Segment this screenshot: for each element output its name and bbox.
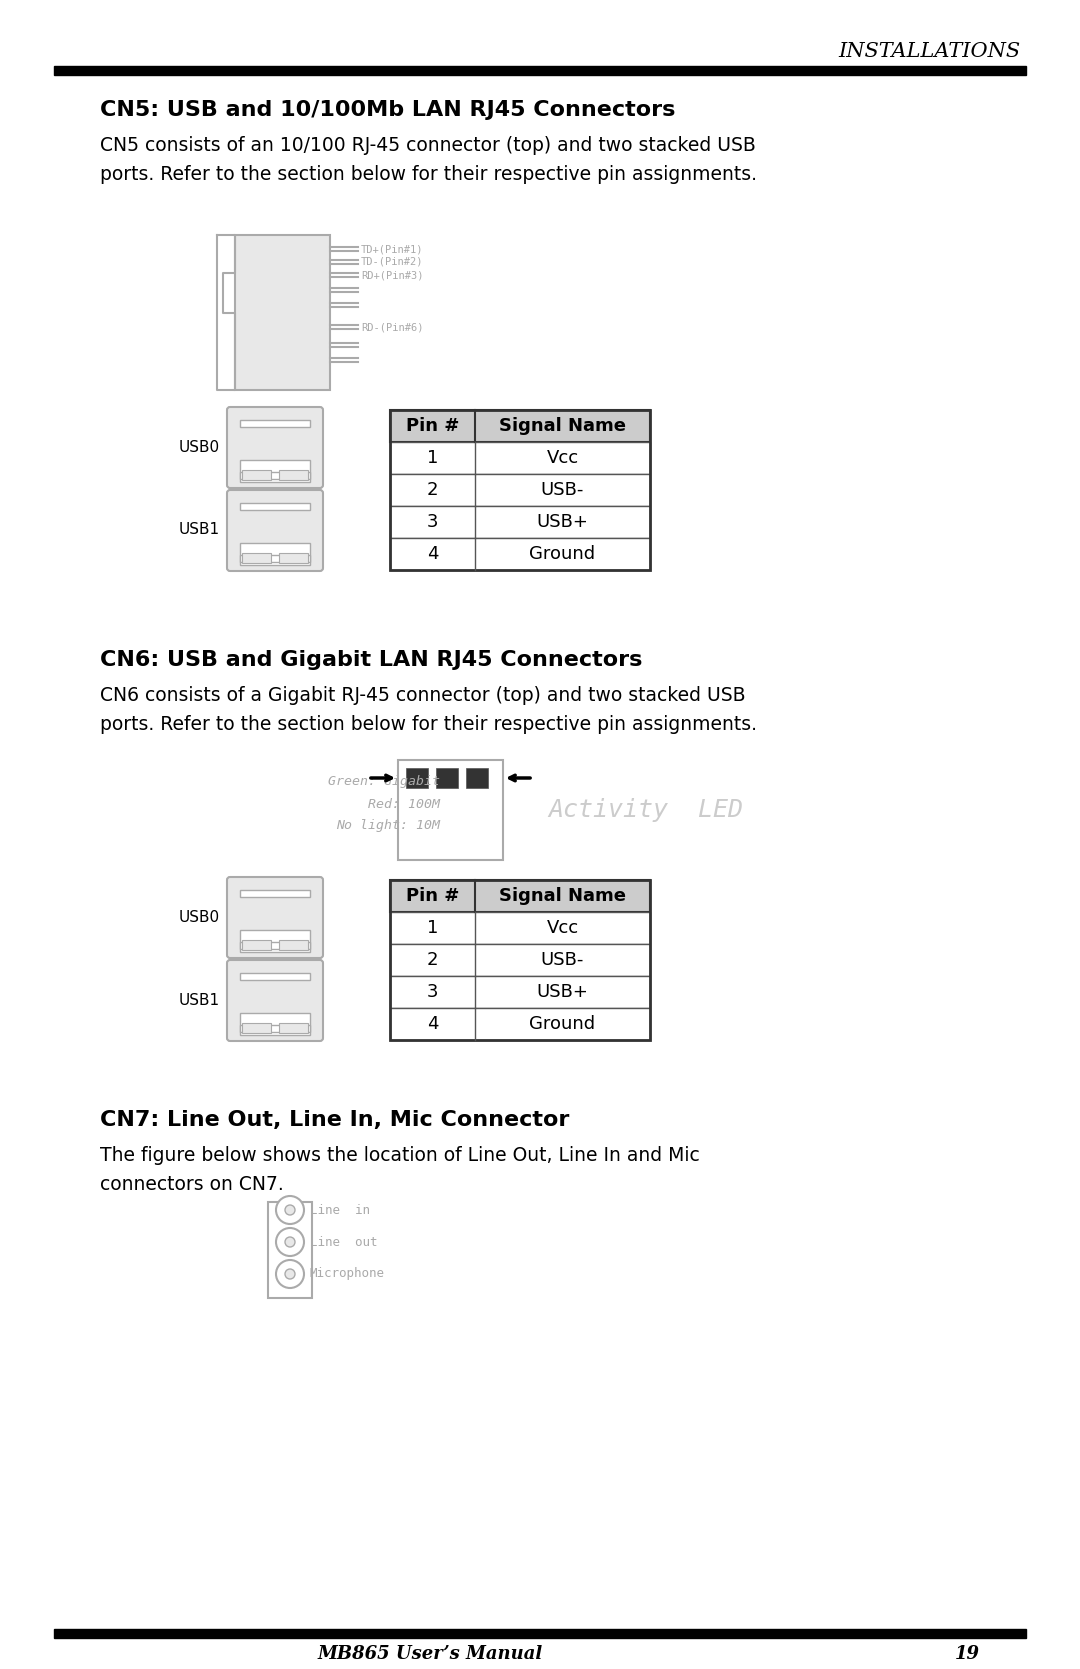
Bar	[390, 976, 650, 1008]
Text: USB+: USB+	[537, 512, 589, 531]
Bar	[242, 552, 271, 562]
Circle shape	[276, 1197, 303, 1223]
Text: USB-: USB-	[541, 481, 584, 499]
Text: INSTALLATIONS: INSTALLATIONS	[838, 42, 1020, 62]
Text: 3: 3	[427, 983, 438, 1001]
Text: The figure below shows the location of Line Out, Line In and Mic
connectors on C: The figure below shows the location of L…	[100, 1147, 700, 1193]
Bar	[240, 461, 310, 482]
FancyBboxPatch shape	[227, 491, 323, 571]
Text: Red: 100M: Red: 100M	[345, 798, 440, 811]
Text: USB0: USB0	[179, 910, 220, 925]
Text: Green: Gigabit: Green: Gigabit	[328, 776, 440, 788]
Bar	[399, 759, 503, 860]
Bar	[390, 411, 650, 571]
Text: Vcc: Vcc	[546, 449, 579, 467]
Bar	[240, 1013, 310, 1035]
Bar	[279, 940, 308, 950]
Text: 4: 4	[427, 546, 438, 562]
FancyBboxPatch shape	[227, 407, 323, 487]
Text: TD-(Pin#2): TD-(Pin#2)	[361, 257, 423, 267]
Bar	[406, 768, 428, 788]
Text: No light: 10M: No light: 10M	[336, 819, 440, 833]
FancyBboxPatch shape	[227, 876, 323, 958]
Text: Pin #: Pin #	[406, 886, 459, 905]
Text: USB1: USB1	[179, 993, 220, 1008]
Bar	[240, 542, 310, 566]
Text: CN6 consists of a Gigabit RJ-45 connector (top) and two stacked USB
ports. Refer: CN6 consists of a Gigabit RJ-45 connecto…	[100, 686, 757, 734]
Bar	[436, 768, 458, 788]
Bar	[390, 537, 650, 571]
Text: 2: 2	[427, 481, 438, 499]
Bar	[54, 67, 1026, 75]
Bar	[465, 768, 488, 788]
Text: USB0: USB0	[179, 439, 220, 454]
Circle shape	[285, 1237, 295, 1247]
Text: USB-: USB-	[541, 951, 584, 970]
Text: Ground: Ground	[529, 1015, 595, 1033]
Bar	[240, 421, 310, 427]
Bar	[54, 1629, 1026, 1637]
Text: RD-(Pin#6): RD-(Pin#6)	[361, 322, 423, 332]
Bar	[390, 442, 650, 474]
Text: MB865 User’s Manual: MB865 User’s Manual	[318, 1646, 542, 1662]
Text: 4: 4	[427, 1015, 438, 1033]
Text: Signal Name: Signal Name	[499, 417, 626, 436]
Bar	[235, 235, 330, 391]
Bar	[240, 472, 310, 479]
Circle shape	[285, 1268, 295, 1278]
Text: 3: 3	[427, 512, 438, 531]
Text: Microphone: Microphone	[310, 1267, 384, 1280]
FancyBboxPatch shape	[227, 960, 323, 1041]
Bar	[279, 1023, 308, 1033]
Text: Ground: Ground	[529, 546, 595, 562]
Circle shape	[285, 1205, 295, 1215]
Text: 19: 19	[955, 1646, 980, 1662]
Text: CN5: USB and 10/100Mb LAN RJ45 Connectors: CN5: USB and 10/100Mb LAN RJ45 Connector…	[100, 100, 675, 120]
Text: Signal Name: Signal Name	[499, 886, 626, 905]
Bar	[279, 552, 308, 562]
Bar	[240, 556, 310, 562]
Circle shape	[276, 1260, 303, 1288]
Text: Pin #: Pin #	[406, 417, 459, 436]
Bar	[240, 930, 310, 951]
Bar	[268, 1202, 312, 1298]
Bar	[390, 911, 650, 945]
Text: 1: 1	[427, 449, 438, 467]
Text: Line  in: Line in	[310, 1203, 370, 1217]
Bar	[240, 941, 310, 950]
Bar	[242, 471, 271, 481]
Bar	[242, 940, 271, 950]
Text: 1: 1	[427, 920, 438, 936]
Text: Line  out: Line out	[310, 1235, 378, 1248]
Bar	[390, 945, 650, 976]
Text: TD+(Pin#1): TD+(Pin#1)	[361, 244, 423, 254]
Bar	[279, 471, 308, 481]
Text: Activity  LED: Activity LED	[548, 798, 743, 823]
Text: CN5 consists of an 10/100 RJ-45 connector (top) and two stacked USB
ports. Refer: CN5 consists of an 10/100 RJ-45 connecto…	[100, 135, 757, 184]
Bar	[390, 411, 650, 442]
Bar	[390, 880, 650, 911]
Text: 2: 2	[427, 951, 438, 970]
Text: Vcc: Vcc	[546, 920, 579, 936]
Bar	[242, 1023, 271, 1033]
Bar	[390, 474, 650, 506]
Circle shape	[276, 1228, 303, 1257]
Bar	[390, 1008, 650, 1040]
Bar	[390, 880, 650, 1040]
Bar	[240, 502, 310, 511]
Text: CN6: USB and Gigabit LAN RJ45 Connectors: CN6: USB and Gigabit LAN RJ45 Connectors	[100, 649, 643, 669]
Bar	[240, 1025, 310, 1031]
Bar	[240, 890, 310, 896]
Text: CN7: Line Out, Line In, Mic Connector: CN7: Line Out, Line In, Mic Connector	[100, 1110, 569, 1130]
Text: RD+(Pin#3): RD+(Pin#3)	[361, 270, 423, 280]
Text: USB+: USB+	[537, 983, 589, 1001]
Text: USB1: USB1	[179, 522, 220, 537]
Bar	[240, 973, 310, 980]
Bar	[390, 506, 650, 537]
